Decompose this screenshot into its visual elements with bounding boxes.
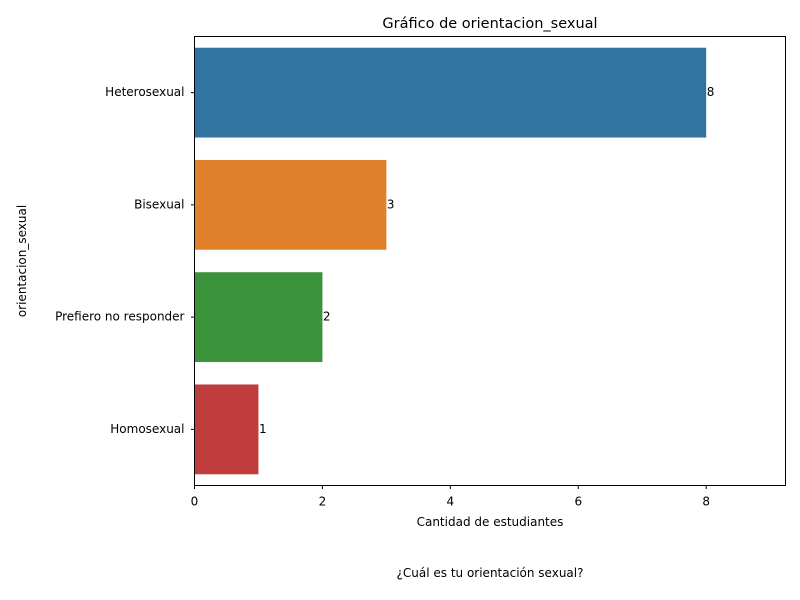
y-tick-label: Bisexual	[134, 197, 184, 211]
y-tick-label: Prefiero no responder	[55, 310, 184, 324]
x-tick-label: 6	[574, 495, 582, 509]
chart-title: Gráfico de orientacion_sexual	[382, 16, 597, 32]
bar-homosexual	[194, 384, 259, 475]
bar-labels-group: 8 3 2 1	[259, 85, 714, 436]
x-tick-label: 2	[319, 495, 327, 509]
chart-caption: ¿Cuál es tu orientación sexual?	[396, 566, 584, 580]
y-tick-label: Homosexual	[110, 422, 184, 436]
x-tick-label: 8	[702, 495, 710, 509]
bars-group	[194, 47, 707, 475]
bar-heterosexual	[194, 47, 707, 138]
plot-frame	[194, 36, 786, 486]
y-ticks-group: Heterosexual Bisexual Prefiero no responde…	[55, 85, 195, 436]
bar-value-label: 1	[259, 422, 267, 436]
x-tick-label: 0	[191, 495, 199, 509]
x-tick-label: 4	[447, 495, 455, 509]
bar-value-label: 8	[707, 85, 715, 99]
bar-value-label: 3	[387, 197, 395, 211]
y-axis-label: orientacion_sexual	[15, 205, 29, 317]
x-axis-label: Cantidad de estudiantes	[417, 515, 564, 529]
bar-value-label: 2	[323, 310, 331, 324]
bar-prefiero-no-responder	[194, 272, 323, 363]
y-tick-label: Heterosexual	[105, 85, 184, 99]
x-ticks-group: 0 2 4 6 8	[191, 485, 710, 509]
bar-bisexual	[194, 159, 387, 250]
